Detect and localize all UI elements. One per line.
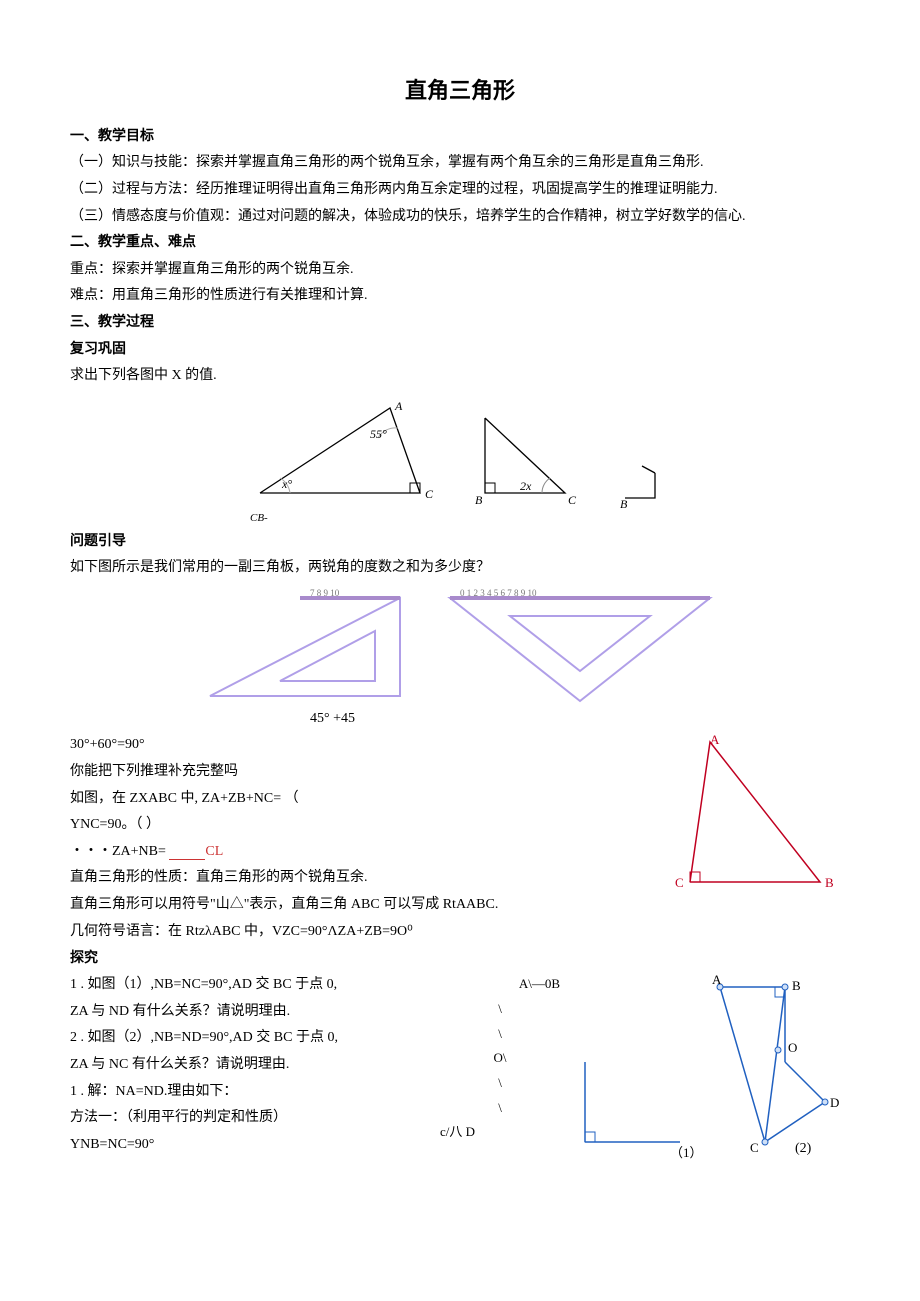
angx-label: x° (281, 477, 292, 491)
cb-label: CB- (250, 508, 850, 529)
ex-s6: \ (440, 1096, 560, 1121)
sec1-p1: （一）知识与技能：探索并掌握直角三角形的两个锐角互余，掌握有两个角互余的三角形是… (70, 150, 850, 177)
proof-p6: 直角三角形可以用符号"山△"表示，直角三角 ABC 可以写成 RtAABC. (70, 892, 850, 919)
proof-p2: 如图，在 ZXABC 中, ZA+ZB+NC= （ (70, 786, 660, 813)
ex-p3: 2 . 如图（2）,NB=ND=90°,AD 交 BC 于点 0, (70, 1025, 430, 1052)
d2-O: O (788, 1040, 797, 1055)
d2-lab: (2) (795, 1141, 812, 1156)
d2-B: B (792, 978, 801, 993)
proof-p5: 直角三角形的性质：直角三角形的两个锐角互余. (70, 865, 660, 892)
eq-left: 30°+60°=90° (70, 732, 660, 759)
ex-p6: 方法一：（利用平行的判定和性质） (70, 1105, 430, 1132)
d1-lab: （1） (670, 1145, 703, 1160)
red-C: C (675, 875, 684, 890)
ruler2-nums: 0 1 2 3 4 5 6 7 8 9 10 (460, 588, 537, 598)
set-square-1: 7 8 9 10 (200, 586, 410, 706)
ex-s1: A\—0B (440, 972, 560, 997)
set-square-2: 0 1 2 3 4 5 6 7 8 9 10 (440, 586, 720, 706)
sec1-p2: （二）过程与方法：经历推理证明得出直角三角形两内角互余定理的过程，巩固提高学生的… (70, 177, 850, 204)
red-triangle: A B C (670, 732, 840, 892)
eq-right: 45° +45 (310, 706, 850, 733)
explore-h: 探究 (70, 946, 850, 973)
sec2-p2: 难点：用直角三角形的性质进行有关推理和计算. (70, 283, 850, 310)
proof-p4: ・・・ZA+NB= CL (70, 839, 660, 866)
sec2-h: 二、教学重点、难点 (70, 230, 850, 257)
d2-D: D (830, 1095, 839, 1110)
ex-s7: c/八 D (440, 1120, 560, 1145)
page-title: 直角三角形 (70, 70, 850, 112)
lab-A1: A (394, 399, 403, 413)
ex-p1: 1 . 如图（1）,NB=NC=90°,AD 交 BC 于点 0, (70, 972, 430, 999)
figure-row-1: 55° x° A C 2x B C B (70, 398, 850, 508)
proof-p7: 几何符号语言：在 RtzλABC 中，VZC=90°ΛZA+ZB=9O⁰ (70, 919, 850, 946)
ex-s2: \ (440, 997, 560, 1022)
sec2-p1: 重点：探索并掌握直角三角形的两个锐角互余. (70, 257, 850, 284)
lab-B2: B (475, 493, 483, 507)
ang2x-label: 2x (520, 479, 532, 493)
ang55-label: 55° (370, 427, 387, 441)
sec3-h: 三、教学过程 (70, 310, 850, 337)
ex-p2: ZA 与 ND 有什么关系？请说明理由. (70, 999, 430, 1026)
proof-p1: 你能把下列推理补充完整吗 (70, 759, 660, 786)
d2-A: A (712, 972, 722, 987)
red-A: A (710, 732, 720, 747)
q-p: 如下图所示是我们常用的一副三角板，两锐角的度数之和为多少度？ (70, 555, 850, 582)
ruler1-nums: 7 8 9 10 (310, 588, 340, 598)
red-B: B (825, 875, 834, 890)
sec1-h: 一、教学目标 (70, 124, 850, 151)
d2-C: C (750, 1140, 759, 1155)
q-h: 问题引导 (70, 529, 850, 556)
lab-C1: C (425, 487, 434, 501)
blue-diagrams: （1） A B O D C (2) (570, 972, 840, 1162)
sec1-p3: （三）情感态度与价值观：通过对问题的解决，体验成功的快乐，培养学生的合作精神，树… (70, 204, 850, 231)
triangle-3: B (620, 458, 670, 508)
ex-p5: 1 . 解：NA=ND.理由如下： (70, 1079, 430, 1106)
proof-p3: YNC=90。（ ） (70, 812, 660, 839)
ex-s4: O\ (440, 1046, 560, 1071)
ruler-row: 7 8 9 10 0 1 2 3 4 5 6 7 8 9 10 (70, 586, 850, 706)
review-h: 复习巩固 (70, 337, 850, 364)
ex-s3: \ (440, 1022, 560, 1047)
triangle-2: 2x B C (470, 408, 590, 508)
triangle-1: 55° x° A C (250, 398, 440, 508)
lab-C2: C (568, 493, 577, 507)
ex-s5: \ (440, 1071, 560, 1096)
review-p: 求出下列各图中 X 的值. (70, 363, 850, 390)
ex-p7: YNB=NC=90° (70, 1132, 430, 1159)
ex-p4: ZA 与 NC 有什么关系？请说明理由. (70, 1052, 430, 1079)
lab-B3: B (620, 497, 628, 508)
